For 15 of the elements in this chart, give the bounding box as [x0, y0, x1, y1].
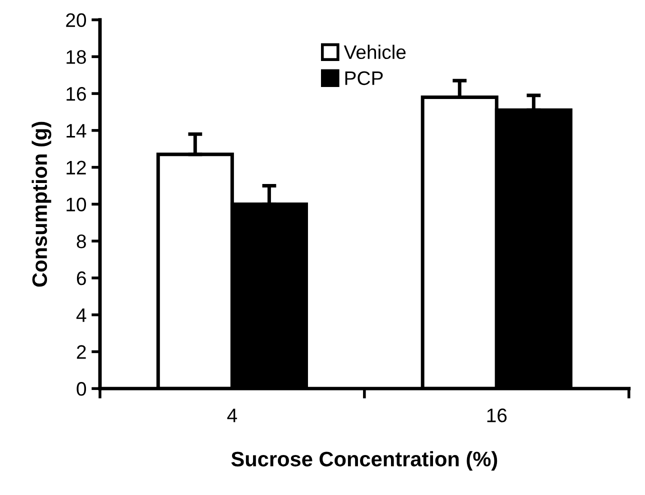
y-tick-label: 2	[76, 345, 86, 359]
y-tick-label: 10	[66, 198, 86, 212]
y-tick-label: 20	[66, 13, 86, 28]
y-tick-label: 6	[76, 271, 86, 286]
y-tick-label: 18	[66, 50, 86, 64]
legend-label: PCP	[345, 71, 383, 86]
y-tick-label: 14	[66, 124, 86, 138]
y-tick-label: 12	[66, 160, 86, 174]
legend-label: Vehicle	[344, 44, 406, 60]
x-axis-title: Sucrose Concentration (%)	[231, 451, 498, 471]
y-tick-label: 8	[76, 234, 86, 248]
y-tick-label: 4	[76, 308, 86, 322]
y-tick-label: 16	[66, 87, 86, 101]
y-axis-title: Consumption (g)	[32, 122, 52, 287]
y-tick-label: 0	[76, 382, 86, 396]
